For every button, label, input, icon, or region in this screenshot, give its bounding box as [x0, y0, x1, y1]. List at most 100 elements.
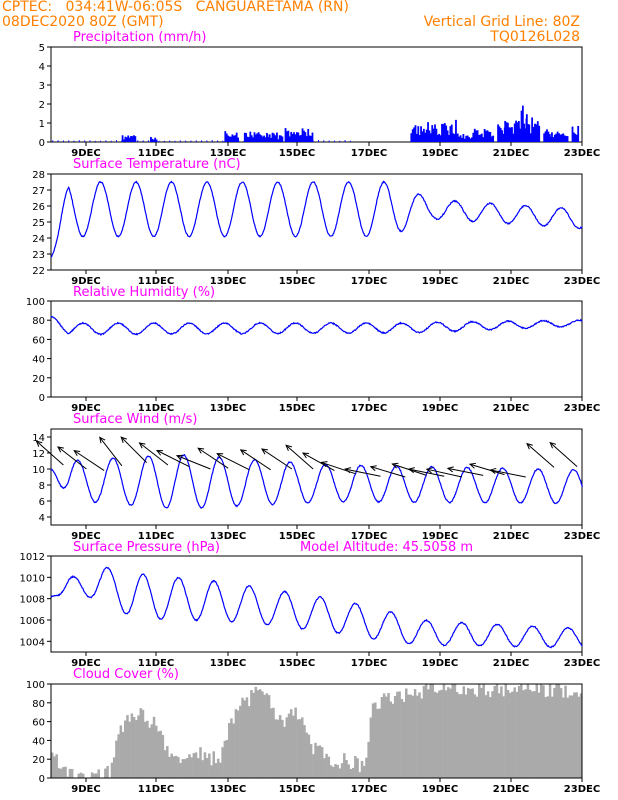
precip-bar — [252, 137, 254, 142]
precip-bar — [551, 132, 553, 142]
precip-bar — [312, 140, 314, 142]
precip-bar — [462, 134, 465, 142]
cloud-cover-bar — [537, 692, 541, 778]
cloud-cover-bar — [371, 703, 375, 778]
x-tick-label: 9DEC — [71, 531, 100, 542]
cloud-cover-bar — [312, 754, 315, 778]
x-tick-label: 17DEC — [351, 531, 387, 542]
precip-bar — [296, 140, 298, 142]
y-tick-label: 6 — [39, 497, 45, 508]
wind-arrow — [57, 446, 87, 470]
cloud-cover-bar — [542, 685, 545, 778]
cloud-cover-bar — [157, 731, 160, 778]
panel-title: Surface Pressure (hPa) — [73, 540, 220, 555]
cloud-cover-bar — [307, 734, 311, 778]
precip-bar — [535, 124, 538, 142]
precip-bar — [256, 133, 259, 142]
precip-bar — [179, 140, 181, 142]
cloud-cover-bar — [546, 696, 550, 778]
precip-bar — [206, 140, 208, 142]
precip-bar — [452, 135, 455, 142]
precip-bar — [222, 140, 224, 142]
cloud-cover-bar — [493, 686, 497, 778]
precip-bar — [123, 139, 125, 142]
precip-bar — [84, 140, 86, 142]
cloud-cover-bar — [449, 688, 452, 778]
precip-bar — [78, 140, 80, 142]
precip-bar — [512, 133, 515, 142]
precip-bar — [466, 135, 469, 142]
wind-arrow-shaft — [99, 437, 123, 467]
precip-bar — [273, 138, 276, 142]
cloud-cover-bar — [68, 768, 72, 778]
cloud-cover-bar — [283, 726, 286, 778]
precip-bar — [534, 123, 536, 142]
cloud-cover-bar — [331, 766, 335, 778]
wind-arrow-head — [344, 467, 352, 474]
x-tick-label: 19DEC — [422, 531, 458, 542]
cloud-cover-bar — [177, 757, 180, 778]
wind-arrow-head — [175, 454, 184, 461]
precip-bar — [465, 135, 468, 142]
x-tick-label: 17DEC — [351, 276, 387, 287]
precip-bar — [278, 135, 281, 142]
cloud-cover-bar — [400, 699, 404, 778]
cloud-cover-bar — [203, 752, 207, 778]
x-tick-label: 21DEC — [493, 658, 529, 669]
precip-bar — [424, 132, 427, 142]
precip-bar — [349, 140, 351, 142]
precip-bar — [469, 138, 472, 142]
precip-bar — [443, 123, 446, 142]
precip-bar — [89, 140, 91, 142]
precip-bar — [57, 140, 59, 142]
precip-bar — [432, 128, 435, 142]
cloud-cover-bar — [51, 752, 54, 778]
cloud-cover-bar — [236, 710, 240, 778]
cloud-cover-bar — [234, 709, 238, 778]
x-tick-label: 23DEC — [564, 148, 600, 159]
precip-bar — [130, 135, 132, 142]
y-tick-label: 2 — [39, 100, 45, 111]
precip-bar — [339, 140, 341, 142]
precip-bar — [526, 124, 529, 142]
precip-bar — [445, 125, 448, 142]
precip-bar — [519, 128, 522, 142]
precip-bar — [224, 131, 227, 142]
wind-arrow-head — [526, 442, 533, 450]
precip-bar — [434, 124, 436, 142]
wind-arrow-shaft — [469, 463, 505, 476]
y-tick-label: 80 — [32, 316, 45, 327]
cloud-cover-bar — [298, 719, 302, 778]
cloud-cover-bar — [256, 690, 260, 778]
precip-bar — [254, 134, 257, 142]
cloud-cover-bar — [141, 709, 145, 778]
precip-bar — [543, 133, 546, 142]
wind-arrow-head — [73, 449, 81, 457]
precip-bar — [280, 140, 282, 142]
precip-bar — [509, 127, 512, 142]
cloud-cover-bar — [274, 719, 277, 778]
precip-bar — [573, 132, 575, 142]
cloud-cover-bar — [570, 695, 574, 778]
precip-bar — [277, 139, 280, 142]
precip-bar — [311, 132, 314, 142]
precip-bar — [294, 134, 297, 142]
wind-arrow — [526, 442, 555, 468]
precip-bar — [448, 135, 450, 142]
precip-bar — [248, 140, 250, 142]
precip-bar — [439, 135, 442, 142]
wind-arrow-shaft — [261, 448, 293, 470]
precip-bar — [333, 140, 335, 142]
x-tick-label: 21DEC — [493, 784, 529, 795]
cloud-cover-bar — [327, 756, 331, 778]
cloud-cover-bar — [418, 692, 421, 778]
precip-bar — [451, 137, 453, 142]
precip-bar — [427, 122, 429, 142]
x-tick-label: 19DEC — [422, 276, 458, 287]
precip-bar — [422, 128, 425, 142]
precip-bar — [411, 129, 414, 142]
wind-arrow-shaft — [408, 468, 445, 477]
wind-arrow — [99, 436, 123, 467]
cloud-cover-bar — [566, 697, 570, 778]
